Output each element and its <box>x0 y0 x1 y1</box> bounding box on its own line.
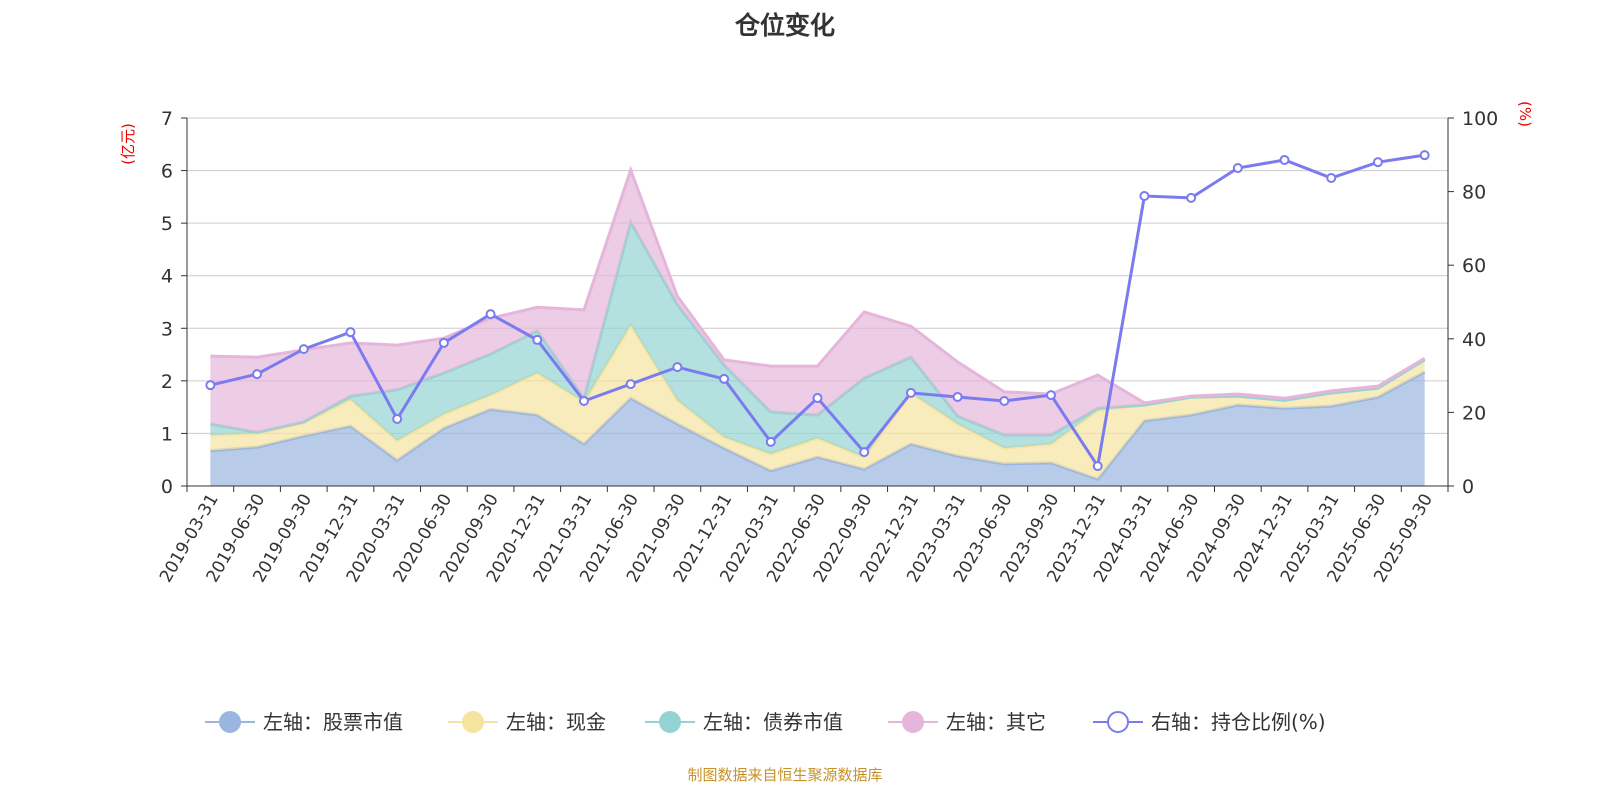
ratio-point <box>1139 191 1150 202</box>
left-axis-label: (亿元) <box>119 123 137 165</box>
ratio-point <box>345 327 356 338</box>
legend-marker <box>902 711 924 733</box>
legend-label: 左轴：债券市值 <box>703 710 843 734</box>
ratio-point <box>812 393 823 404</box>
ratio-point <box>765 436 776 447</box>
ratio-point <box>1232 163 1243 174</box>
ratio-point <box>1372 157 1383 168</box>
ratio-point <box>952 391 963 402</box>
y-tick-label-left: 0 <box>161 476 173 498</box>
area-edge-3 <box>210 165 1426 405</box>
y-tick-label-left: 6 <box>161 161 173 183</box>
legend-label: 右轴：持仓比例(%) <box>1151 710 1326 734</box>
ratio-point <box>1326 172 1337 183</box>
legend-marker <box>219 711 241 733</box>
right-axis-label: (%) <box>1516 101 1534 127</box>
chart-title: 仓位变化 <box>734 11 835 40</box>
ratio-point <box>252 369 263 380</box>
ratio-point <box>859 447 870 458</box>
y-tick-label-left: 1 <box>161 423 173 445</box>
ratio-point <box>1046 390 1057 401</box>
legend-marker <box>462 711 484 733</box>
y-tick-label-right: 0 <box>1462 476 1474 498</box>
area-0 <box>210 371 1425 486</box>
y-tick-label-right: 60 <box>1462 255 1486 277</box>
area-1 <box>210 325 1425 480</box>
y-tick-label-right: 40 <box>1462 329 1486 351</box>
ratio-point <box>532 334 543 345</box>
area-3 <box>210 170 1425 436</box>
ratio-point <box>298 344 309 355</box>
y-tick-label-left: 2 <box>161 371 173 393</box>
legend-label: 左轴：现金 <box>506 710 606 734</box>
ratio-point <box>1092 461 1103 472</box>
ratio-point <box>1279 154 1290 165</box>
y-tick-label-left: 4 <box>161 266 173 288</box>
ratio-point <box>485 309 496 320</box>
ratio-point <box>905 387 916 398</box>
y-tick-label-left: 7 <box>161 108 173 130</box>
ratio-point <box>625 379 636 390</box>
y-tick-label-right: 80 <box>1462 182 1486 204</box>
y-tick-label-left: 3 <box>161 318 173 340</box>
ratio-point <box>672 362 683 373</box>
legend-marker <box>659 711 681 733</box>
ratio-point <box>1419 150 1430 161</box>
ratio-point <box>999 395 1010 406</box>
legend-label: 左轴：其它 <box>946 710 1046 734</box>
ratio-point <box>1186 192 1197 203</box>
ratio-point <box>438 337 449 348</box>
source-note: 制图数据来自恒生聚源数据库 <box>687 766 883 784</box>
ratio-point <box>392 414 403 425</box>
y-tick-label-left: 5 <box>161 213 173 235</box>
y-tick-label-right: 20 <box>1462 402 1486 424</box>
ratio-point <box>719 373 730 384</box>
y-tick-label-right: 100 <box>1462 108 1498 130</box>
legend-label: 左轴：股票市值 <box>263 710 403 734</box>
ratio-point <box>578 395 589 406</box>
ratio-point <box>205 380 216 391</box>
legend-marker <box>1107 711 1129 733</box>
